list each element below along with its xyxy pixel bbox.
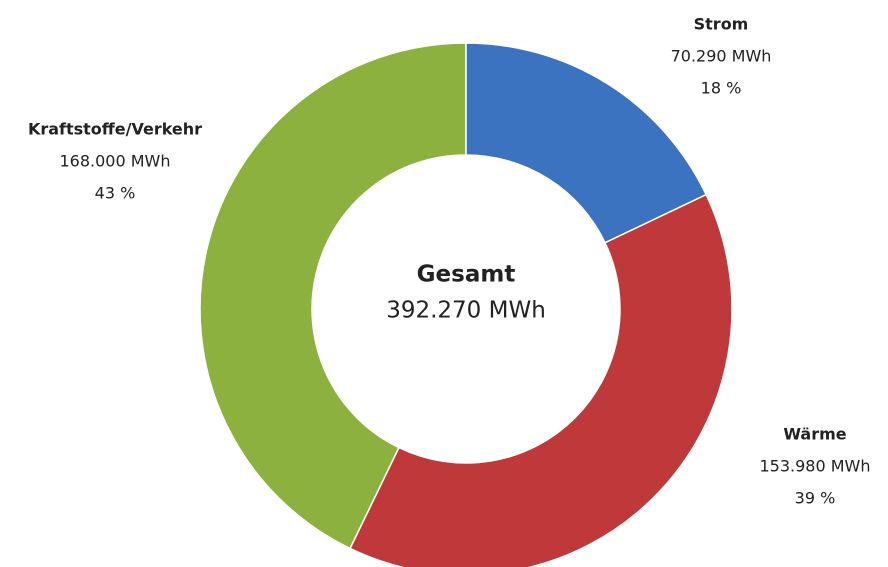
slice-value: 153.980 MWh	[759, 457, 870, 476]
slice-percent: 39 %	[795, 489, 836, 508]
center-title: Gesamt	[417, 262, 516, 288]
slice-name: Kraftstoffe/Verkehr	[28, 120, 202, 139]
center-label: 392.270 MWh	[386, 298, 546, 324]
slice-value: 168.000 MWh	[59, 152, 170, 171]
slice-value: 70.290 MWh	[671, 47, 772, 66]
slice-percent: 43 %	[95, 184, 136, 203]
donut-slice	[465, 42, 708, 244]
donut-slice	[199, 42, 467, 550]
slice-name: Wärme	[783, 425, 846, 444]
slice-percent: 18 %	[701, 79, 742, 98]
donut-slice	[349, 193, 733, 567]
slice-name: Strom	[694, 15, 749, 34]
